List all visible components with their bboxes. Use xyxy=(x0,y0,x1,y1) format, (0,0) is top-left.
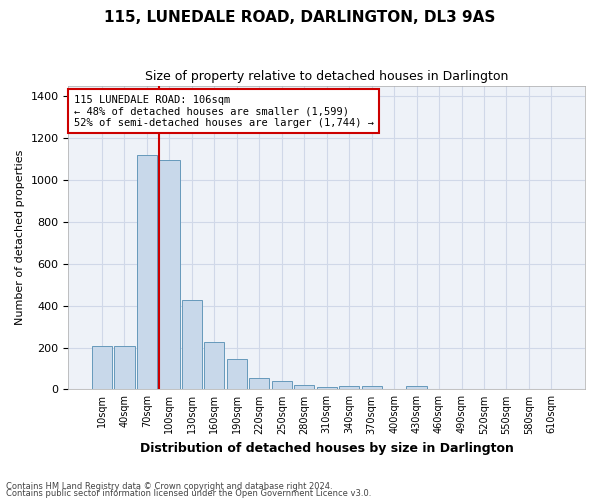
Bar xyxy=(182,300,202,390)
Title: Size of property relative to detached houses in Darlington: Size of property relative to detached ho… xyxy=(145,70,508,83)
Bar xyxy=(137,154,157,390)
Text: 115 LUNEDALE ROAD: 106sqm
← 48% of detached houses are smaller (1,599)
52% of se: 115 LUNEDALE ROAD: 106sqm ← 48% of detac… xyxy=(74,94,374,128)
Bar xyxy=(339,386,359,390)
Y-axis label: Number of detached properties: Number of detached properties xyxy=(15,150,25,325)
Text: Contains HM Land Registry data © Crown copyright and database right 2024.: Contains HM Land Registry data © Crown c… xyxy=(6,482,332,491)
Bar xyxy=(294,385,314,390)
Bar xyxy=(406,386,427,390)
X-axis label: Distribution of detached houses by size in Darlington: Distribution of detached houses by size … xyxy=(140,442,514,455)
Text: Contains public sector information licensed under the Open Government Licence v3: Contains public sector information licen… xyxy=(6,489,371,498)
Bar xyxy=(204,342,224,390)
Bar xyxy=(272,382,292,390)
Bar xyxy=(317,388,337,390)
Bar xyxy=(115,346,134,390)
Bar xyxy=(159,160,179,390)
Text: 115, LUNEDALE ROAD, DARLINGTON, DL3 9AS: 115, LUNEDALE ROAD, DARLINGTON, DL3 9AS xyxy=(104,10,496,25)
Bar xyxy=(227,359,247,390)
Bar xyxy=(249,378,269,390)
Bar xyxy=(92,346,112,390)
Bar xyxy=(362,386,382,390)
